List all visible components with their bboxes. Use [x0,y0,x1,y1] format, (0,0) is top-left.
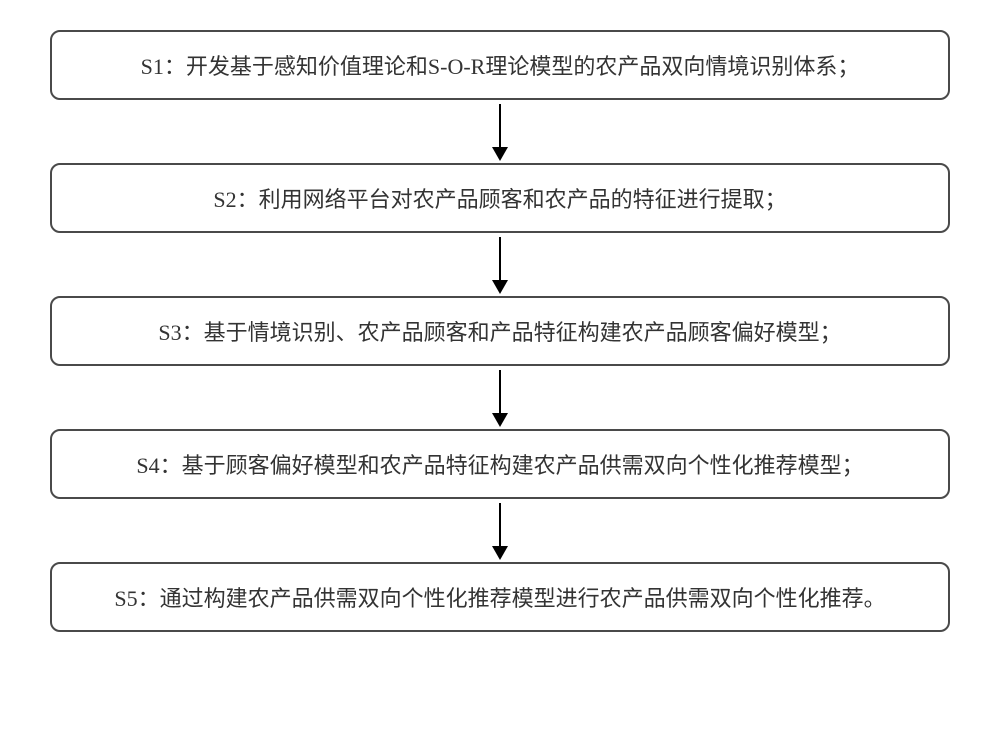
step-box-s2: S2：利用网络平台对农产品顾客和农产品的特征进行提取； [50,163,950,233]
arrow-head-icon [492,147,508,161]
arrow-head-icon [492,413,508,427]
step-label: S1：开发基于感知价值理论和S-O-R理论模型的农产品双向情境识别体系； [141,49,860,81]
step-label: S5：通过构建农产品供需双向个性化推荐模型进行农产品供需双向个性化推荐。 [114,581,885,613]
step-label: S4：基于顾客偏好模型和农产品特征构建农产品供需双向个性化推荐模型； [136,448,863,480]
step-box-s5: S5：通过构建农产品供需双向个性化推荐模型进行农产品供需双向个性化推荐。 [50,562,950,632]
step-box-s1: S1：开发基于感知价值理论和S-O-R理论模型的农产品双向情境识别体系； [50,30,950,100]
step-label: S3：基于情境识别、农产品顾客和产品特征构建农产品顾客偏好模型； [158,315,841,347]
step-label: S2：利用网络平台对农产品顾客和农产品的特征进行提取； [213,182,786,214]
step-box-s4: S4：基于顾客偏好模型和农产品特征构建农产品供需双向个性化推荐模型； [50,429,950,499]
step-box-s3: S3：基于情境识别、农产品顾客和产品特征构建农产品顾客偏好模型； [50,296,950,366]
flowchart-container: S1：开发基于感知价值理论和S-O-R理论模型的农产品双向情境识别体系； S2：… [0,0,1000,735]
arrow-s2-s3 [499,237,501,292]
arrow-s4-s5 [499,503,501,558]
arrow-head-icon [492,546,508,560]
arrow-head-icon [492,280,508,294]
arrow-s3-s4 [499,370,501,425]
arrow-s1-s2 [499,104,501,159]
